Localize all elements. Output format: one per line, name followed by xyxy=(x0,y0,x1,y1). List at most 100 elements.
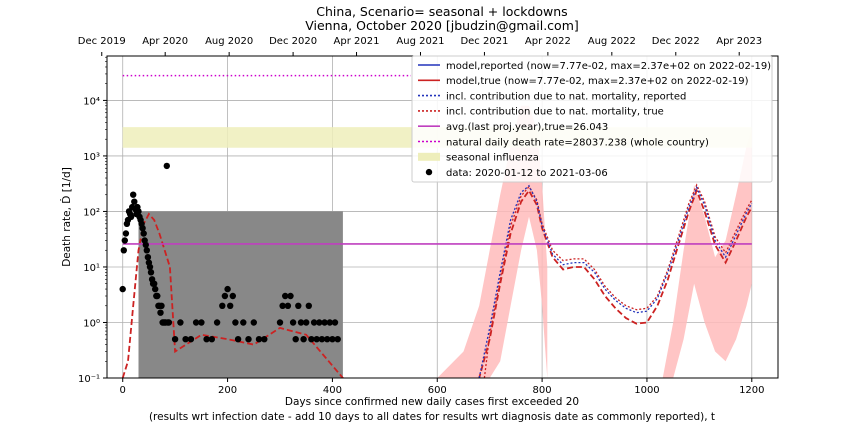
data-point xyxy=(143,247,150,254)
data-point xyxy=(177,319,184,326)
data-point xyxy=(276,319,284,326)
top-tick-label: Dec 2020 xyxy=(269,36,317,47)
data-point xyxy=(303,319,310,326)
x-tick-label: 1000 xyxy=(634,385,659,396)
x-tick-label: 400 xyxy=(323,385,342,396)
data-point xyxy=(234,336,242,343)
data-point xyxy=(300,336,307,343)
data-point xyxy=(282,292,289,300)
data-point xyxy=(261,336,268,343)
legend-label: incl. contribution due to nat. mortality… xyxy=(446,91,686,102)
data-point xyxy=(284,302,292,309)
x-tick-label: 1200 xyxy=(739,385,764,396)
data-point xyxy=(165,319,173,326)
band-gray-range xyxy=(138,211,343,378)
top-tick-label: Apr 2023 xyxy=(716,36,762,47)
x-tick-label: 800 xyxy=(533,385,552,396)
x-tick-label: 0 xyxy=(120,385,126,396)
series-line xyxy=(483,183,753,378)
data-point xyxy=(140,230,147,237)
top-tick-label: Aug 2022 xyxy=(588,36,636,47)
data-point xyxy=(250,319,257,326)
data-point xyxy=(182,336,189,343)
top-tick-label: Dec 2021 xyxy=(460,36,508,47)
y-tick-label: 10⁴ xyxy=(83,96,100,107)
band-model-uncertainty-2 xyxy=(662,129,752,378)
y-tick-label: 10⁰ xyxy=(83,318,100,329)
data-point xyxy=(208,336,215,343)
data-point xyxy=(292,336,299,343)
data-point xyxy=(131,198,138,205)
data-point xyxy=(203,336,210,343)
chart-title-line1: China, Scenario= seasonal + lockdowns xyxy=(316,4,567,19)
data-point xyxy=(310,319,318,326)
top-tick-label: Dec 2019 xyxy=(78,36,126,47)
data-point xyxy=(232,319,239,326)
data-point xyxy=(255,336,263,343)
legend-label: model,true (now=7.77e-02, max=2.37e+02 o… xyxy=(446,76,749,87)
series-lines xyxy=(121,74,753,378)
data-point xyxy=(245,336,252,343)
data-point xyxy=(119,285,126,293)
top-tick-label: Aug 2021 xyxy=(396,36,444,47)
y-axis-label: Death rate, Ḋ [1/d] xyxy=(60,167,73,267)
y-tick-label: 10¹ xyxy=(83,263,100,274)
data-point xyxy=(224,285,231,293)
data-point xyxy=(151,280,158,287)
data-point xyxy=(120,247,128,254)
y-axis: 10⁻¹ 10⁰ 10¹ 10² 10³ 10⁴ xyxy=(78,56,107,385)
data-point xyxy=(142,241,149,249)
y-tick-label: 10³ xyxy=(83,152,100,163)
legend-box xyxy=(411,55,773,183)
data-point xyxy=(127,213,135,220)
data-point xyxy=(227,302,234,309)
legend-marker xyxy=(425,168,433,176)
data-point xyxy=(321,319,328,326)
series-line xyxy=(121,188,753,378)
x-axis-label: Days since confirmed new daily cases fir… xyxy=(285,396,579,408)
series-line xyxy=(478,184,753,378)
data-point xyxy=(279,302,286,309)
data-point xyxy=(295,302,302,309)
data-point xyxy=(229,292,236,300)
top-date-axis: Dec 2019 Apr 2020 Aug 2020 Dec 2020 Apr 2021… xyxy=(78,36,762,56)
data-point xyxy=(192,319,200,326)
data-point xyxy=(187,336,195,343)
data-point xyxy=(318,336,326,343)
data-point xyxy=(289,319,297,326)
data-point xyxy=(146,263,154,271)
top-tick-label: Apr 2022 xyxy=(525,36,571,47)
data-point xyxy=(121,237,128,244)
data-point xyxy=(324,336,331,343)
data-point xyxy=(130,191,137,198)
data-point xyxy=(329,336,336,343)
x-tick-label: 200 xyxy=(218,385,237,396)
legend-swatch xyxy=(418,152,440,161)
data-point xyxy=(158,302,165,309)
data-point xyxy=(326,319,333,326)
data-point xyxy=(139,225,146,232)
y-tick-label: 10² xyxy=(83,207,100,218)
legend-label: data: 2020-01-12 to 2021-03-06 xyxy=(446,168,608,179)
data-point xyxy=(240,319,247,326)
legend-label: natural daily death rate=28037.238 (whol… xyxy=(446,137,709,148)
legend-label: incl. contribution due to nat. mortality… xyxy=(446,107,664,118)
top-tick-label: Dec 2022 xyxy=(652,36,700,47)
data-point xyxy=(297,319,305,326)
data-point xyxy=(331,319,339,326)
data-point xyxy=(171,336,179,343)
data-point xyxy=(152,285,159,293)
data-point xyxy=(157,309,164,316)
data-point xyxy=(154,292,161,300)
x-axis-label-note: (results wrt infection date - add 10 day… xyxy=(149,411,715,423)
data-points xyxy=(119,162,341,343)
x-tick-label: 600 xyxy=(428,385,447,396)
data-point xyxy=(287,292,294,300)
top-tick-label: Apr 2020 xyxy=(142,36,188,47)
data-point xyxy=(308,336,315,343)
data-point xyxy=(313,336,320,343)
chart-title-line2: Vienna, October 2020 [jbudzin@gmail.com] xyxy=(305,18,579,33)
data-point xyxy=(122,230,130,237)
legend: model,reported (now=7.77e-02, max=2.37e+… xyxy=(411,55,773,183)
